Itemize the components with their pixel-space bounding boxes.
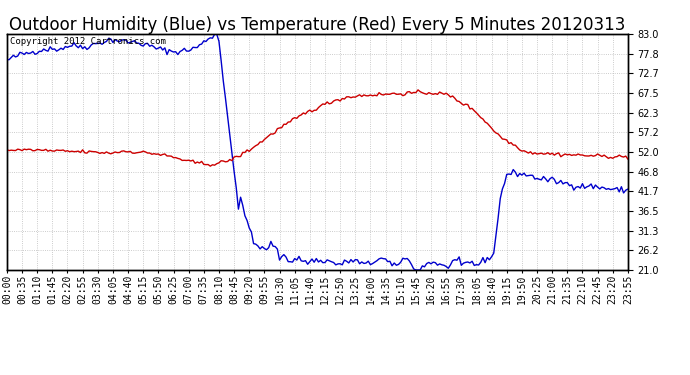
Text: Copyright 2012 Cartronics.com: Copyright 2012 Cartronics.com (10, 37, 166, 46)
Title: Outdoor Humidity (Blue) vs Temperature (Red) Every 5 Minutes 20120313: Outdoor Humidity (Blue) vs Temperature (… (9, 16, 626, 34)
